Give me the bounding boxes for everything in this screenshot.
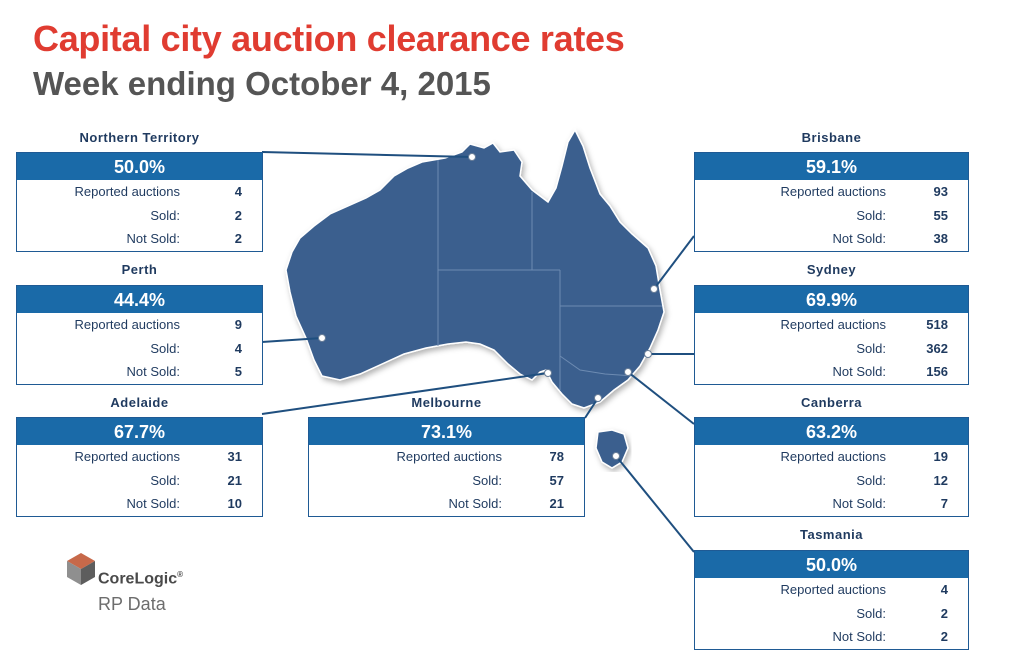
clearance-rate: 44.4% [17,286,262,313]
region-name-brisbane: Brisbane [801,130,862,145]
leader-lines [261,151,695,553]
sold-label: Sold: [856,472,886,488]
sold-label: Sold: [856,605,886,621]
region-name-sydney: Sydney [806,262,857,277]
clearance-rate: 59.1% [695,153,968,180]
card-northern-territory: 50.0% Reported auctions 4 Sold: 2 Not Sold… [16,152,263,252]
reported-label: Reported auctions [780,317,886,332]
reported-value: 9 [234,317,242,332]
page-subtitle: Week ending October 4, 2015 [33,65,491,102]
sold-value: 12 [933,472,948,488]
reported-label: Reported auctions [74,317,180,332]
not-sold-label: Not Sold: [832,496,886,511]
marker-canberra [624,368,632,376]
reported-value: 4 [234,184,242,199]
not-sold-value: 10 [227,496,242,511]
sold-label: Sold: [856,207,886,223]
clearance-rate: 63.2% [695,418,968,445]
marker-adelaide [544,369,552,377]
card-tasmania: 50.0% Reported auctions 4 Sold: 2 Not Sold… [694,550,969,650]
reported-label: Reported auctions [74,184,180,199]
card-melbourne: 73.1% Reported auctions 78 Sold: 57 Not So… [308,417,585,517]
sold-label: Sold: [472,472,502,488]
clearance-rate: 73.1% [309,418,584,445]
card-adelaide: 67.7% Reported auctions 31 Sold: 21 Not So… [16,417,263,517]
reported-value: 93 [933,184,948,199]
card-perth: 44.4% Reported auctions 9 Sold: 4 Not Sold… [16,285,263,385]
region-name-perth: Perth [121,262,158,277]
card-canberra: 63.2% Reported auctions 19 Sold: 12 Not So… [694,417,969,517]
not-sold-value: 5 [234,364,242,379]
marker-darwin [468,153,476,161]
sold-value: 4 [234,340,242,356]
marker-perth [318,334,326,342]
reported-value: 19 [933,449,948,464]
clearance-rate: 67.7% [17,418,262,445]
clearance-rate: 69.9% [695,286,968,313]
sold-value: 55 [933,207,948,223]
marker-melbourne [594,394,602,402]
corelogic-cube-icon [67,553,95,585]
page-title: Capital city auction clearance rates [33,18,625,59]
reported-value: 31 [227,449,242,464]
not-sold-label: Not Sold: [832,364,886,379]
not-sold-label: Not Sold: [832,231,886,246]
reported-value: 78 [549,449,564,464]
region-name-northern-territory: Northern Territory [79,130,200,145]
marker-hobart [612,452,620,460]
sold-value: 2 [234,207,242,223]
not-sold-value: 38 [933,231,948,246]
clearance-rate: 50.0% [17,153,262,180]
region-name-tasmania: Tasmania [799,527,863,542]
marker-brisbane [650,285,658,293]
sold-value: 2 [940,605,948,621]
city-markers [318,153,658,460]
state-borders [437,160,662,390]
reported-label: Reported auctions [780,449,886,464]
not-sold-label: Not Sold: [126,364,180,379]
sold-value: 362 [926,340,948,356]
not-sold-value: 2 [234,231,242,246]
sold-label: Sold: [856,340,886,356]
card-brisbane: 59.1% Reported auctions 93 Sold: 55 Not So… [694,152,969,252]
not-sold-value: 2 [940,629,948,644]
not-sold-label: Not Sold: [126,231,180,246]
sold-value: 57 [549,472,564,488]
tasmania-shape [595,429,629,469]
marker-sydney [644,350,652,358]
not-sold-value: 7 [940,496,948,511]
sold-label: Sold: [150,340,180,356]
logo-registered-mark: ® [177,570,184,579]
sold-label: Sold: [150,207,180,223]
region-name-canberra: Canberra [800,395,863,410]
mainland-shape [285,128,665,409]
sold-label: Sold: [150,472,180,488]
not-sold-label: Not Sold: [126,496,180,511]
reported-label: Reported auctions [780,184,886,199]
clearance-rate: 50.0% [695,551,968,578]
region-name-adelaide: Adelaide [110,395,169,410]
logo-brand: CoreLogic® [98,570,184,588]
reported-value: 4 [940,582,948,597]
card-sydney: 69.9% Reported auctions 518 Sold: 362 Not … [694,285,969,385]
logo-sub: RP Data [98,594,166,614]
region-name-melbourne: Melbourne [411,395,482,410]
reported-label: Reported auctions [780,582,886,597]
not-sold-label: Not Sold: [832,629,886,644]
not-sold-value: 21 [549,496,564,511]
reported-label: Reported auctions [396,449,502,464]
not-sold-value: 156 [926,364,948,379]
not-sold-label: Not Sold: [448,496,502,511]
reported-label: Reported auctions [74,449,180,464]
reported-value: 518 [926,317,948,332]
sold-value: 21 [227,472,242,488]
